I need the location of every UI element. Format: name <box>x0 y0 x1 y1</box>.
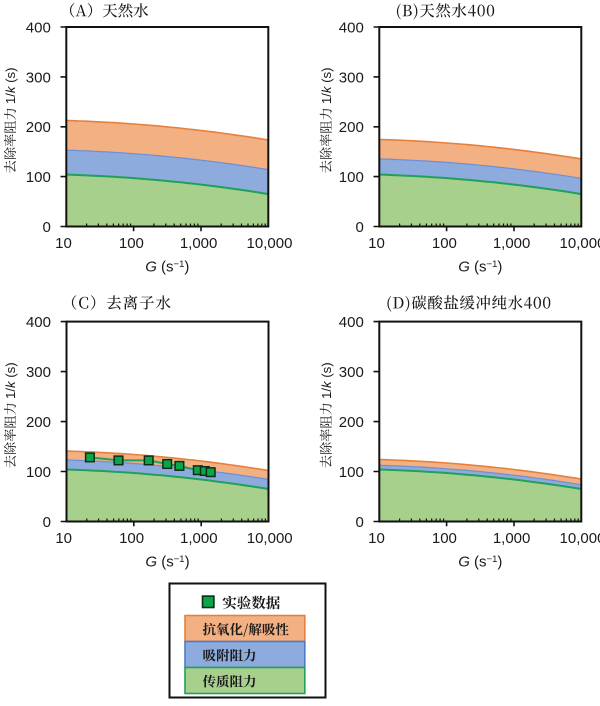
svg-text:200: 200 <box>26 414 51 431</box>
svg-text:10: 10 <box>368 235 385 252</box>
svg-text:10,000: 10,000 <box>247 530 293 547</box>
svg-text:1/k (s): 1/k (s) <box>319 67 334 104</box>
svg-text:400: 400 <box>339 314 364 331</box>
svg-text:100: 100 <box>339 464 364 481</box>
svg-text:100: 100 <box>432 530 457 547</box>
svg-text:1,000: 1,000 <box>493 530 531 547</box>
svg-text:100: 100 <box>26 464 51 481</box>
svg-text:100: 100 <box>26 169 51 186</box>
svg-text:300: 300 <box>26 69 51 86</box>
svg-text:300: 300 <box>339 69 364 86</box>
svg-text:200: 200 <box>339 119 364 136</box>
svg-text:400: 400 <box>26 19 51 36</box>
svg-text:100: 100 <box>119 235 144 252</box>
svg-text:1,000: 1,000 <box>180 530 218 547</box>
svg-text:1/k (s): 1/k (s) <box>319 362 334 399</box>
svg-text:1,000: 1,000 <box>180 235 218 252</box>
svg-text:0: 0 <box>42 219 50 236</box>
svg-text:100: 100 <box>119 530 144 547</box>
svg-text:10,000: 10,000 <box>560 235 600 252</box>
svg-text:1/k (s): 1/k (s) <box>3 362 18 399</box>
svg-text:100: 100 <box>432 235 457 252</box>
svg-text:0: 0 <box>355 514 363 531</box>
svg-text:1,000: 1,000 <box>493 235 531 252</box>
svg-text:0: 0 <box>355 219 363 236</box>
svg-text:0: 0 <box>43 514 51 531</box>
svg-text:300: 300 <box>339 364 364 381</box>
svg-text:10: 10 <box>368 530 385 547</box>
svg-text:100: 100 <box>339 169 364 186</box>
svg-text:200: 200 <box>339 414 364 431</box>
svg-text:400: 400 <box>26 314 51 331</box>
svg-text:400: 400 <box>339 19 364 36</box>
svg-text:10: 10 <box>55 530 72 547</box>
svg-text:200: 200 <box>26 119 51 136</box>
svg-text:1/k (s): 1/k (s) <box>3 67 18 104</box>
svg-text:10,000: 10,000 <box>560 530 600 547</box>
svg-text:10: 10 <box>55 235 72 252</box>
svg-text:300: 300 <box>26 364 51 381</box>
svg-text:10,000: 10,000 <box>247 235 293 252</box>
